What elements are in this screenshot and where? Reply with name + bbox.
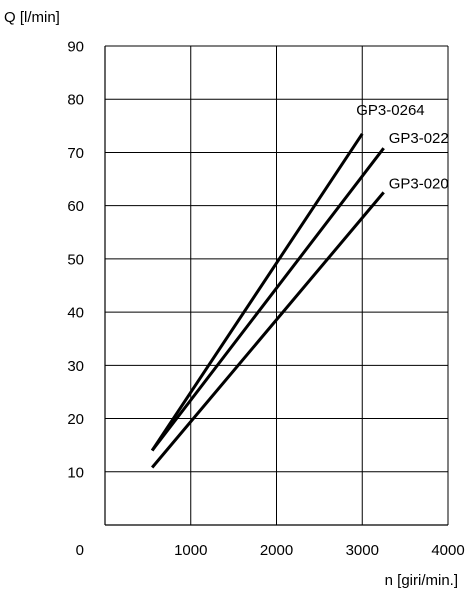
origin-tick-label: 0 [76,542,84,559]
x-tick-label: 1000 [174,542,207,559]
y-tick-label: 60 [67,198,84,215]
series-line [150,147,385,452]
y-tick-label: 80 [67,92,84,109]
x-tick-label: 2000 [260,542,293,559]
y-tick-label: 50 [67,251,84,268]
x-tick-label: 4000 [431,542,464,559]
series-label: GP3-020 [389,175,449,192]
y-tick-label: 40 [67,305,84,322]
y-tick-label: 90 [67,39,84,56]
y-axis-label: Q [l/min] [4,9,60,26]
x-tick-label: 3000 [346,542,379,559]
series-line [150,132,364,452]
series-line [151,191,385,469]
tick-labels: 10 20 30 40 50 60 70 80 90 1000 2000 3000 4000 0 [67,39,464,560]
series-label: GP3-022 [389,130,449,147]
y-tick-label: 20 [67,411,84,428]
y-tick-label: 30 [67,358,84,375]
grid [104,45,449,526]
x-axis-label: n [giri/min.] [385,572,458,589]
y-tick-label: 10 [67,464,84,481]
series-labels: GP3-0264 GP3-022 GP3-020 [356,102,448,193]
series-label: GP3-0264 [356,102,424,119]
series-lines [150,132,385,469]
y-tick-label: 70 [67,145,84,162]
